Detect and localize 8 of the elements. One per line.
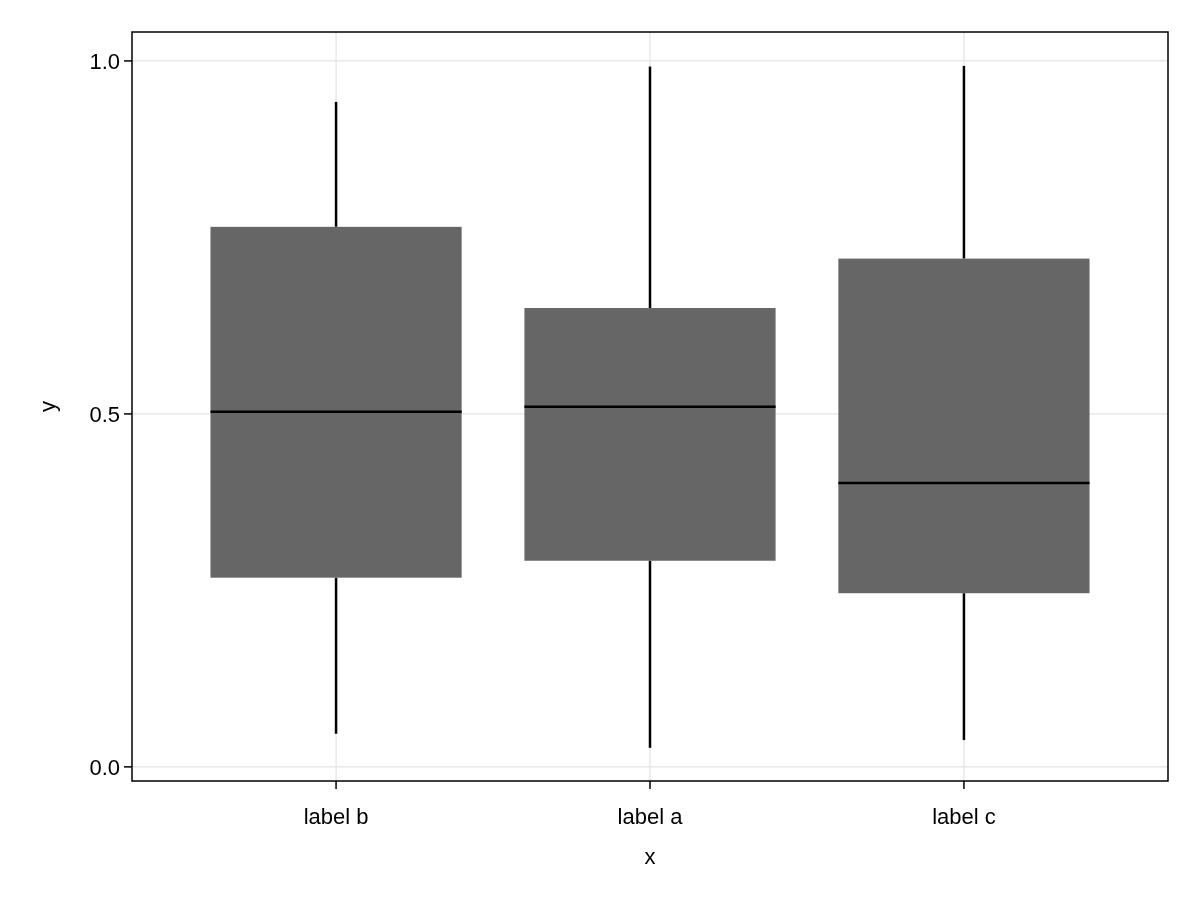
y-axis-title: y (35, 401, 60, 412)
x-tick-label: label a (617, 804, 684, 829)
y-tick-label: 1.0 (89, 48, 120, 74)
y-tick-label: 0.5 (89, 401, 120, 427)
x-tick-label: label c (932, 804, 996, 829)
x-axis-title: x (644, 844, 656, 869)
y-tick-label: 0.0 (89, 754, 120, 780)
x-tick-label: label b (303, 804, 369, 829)
